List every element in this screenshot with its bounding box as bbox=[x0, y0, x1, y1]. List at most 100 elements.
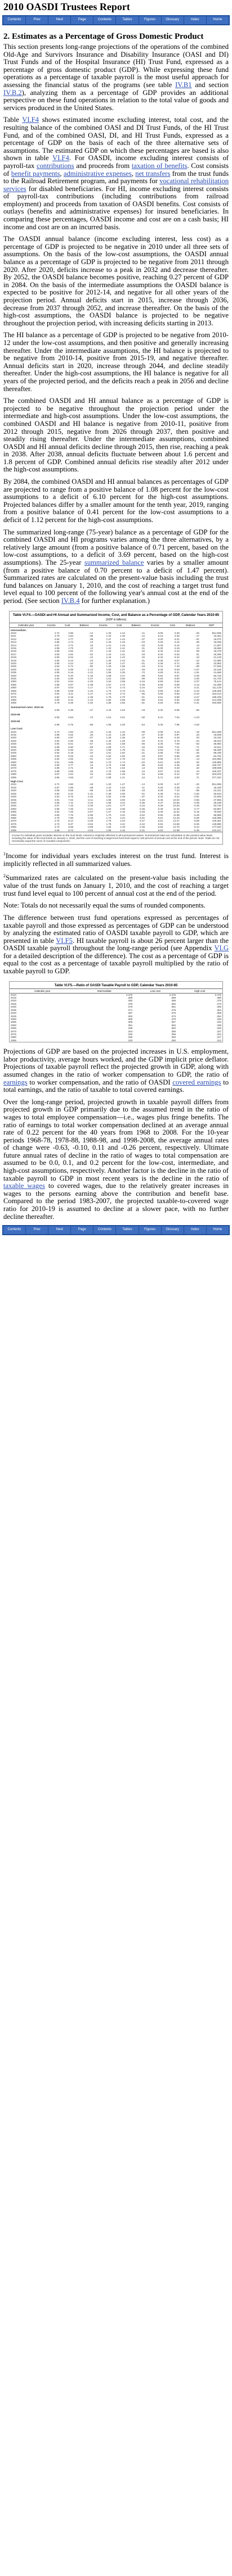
top-nav-item-6[interactable]: Figures bbox=[139, 16, 161, 24]
table-cell: 2.74 bbox=[120, 686, 125, 690]
table-cell: 12.88 bbox=[173, 828, 180, 832]
link-section-iv-b4[interactable]: IV.B.4 bbox=[61, 596, 80, 605]
bottom-nav-item-1[interactable]: Prev bbox=[26, 1226, 48, 1235]
table-cell: -.19 bbox=[140, 789, 145, 792]
table-cell: 1.82 bbox=[106, 773, 111, 776]
table-cell: -2.42 bbox=[139, 822, 145, 826]
link-covered-earnings[interactable]: covered earnings bbox=[172, 1078, 221, 1086]
table-cell: 4.91 bbox=[54, 795, 60, 799]
table-cell: 4.92 bbox=[54, 739, 60, 742]
bottom-nav-item-5[interactable]: Tables bbox=[116, 1226, 139, 1235]
link-table-vi-f4[interactable]: VI.F4 bbox=[22, 116, 39, 124]
table-cell: 2085 bbox=[11, 828, 17, 832]
table-row: 2035 .371 .378 .364 bbox=[10, 1009, 222, 1012]
bottom-nav-item-9[interactable]: Home bbox=[206, 1226, 229, 1235]
table-cell: 1.82 bbox=[106, 826, 111, 829]
table-cell: 16,072 bbox=[213, 637, 221, 641]
table-cell: .356 bbox=[171, 1032, 176, 1036]
table-cell: 4.89 bbox=[54, 789, 60, 792]
column-header: Cost bbox=[60, 622, 75, 628]
table-cell: 6.36 bbox=[158, 662, 163, 665]
link-vocational-rehabilitation[interactable]: vocational rehabilitation services bbox=[3, 177, 229, 193]
table-cell: 8.03 bbox=[175, 668, 180, 671]
table-cell: 7.02 bbox=[68, 798, 74, 801]
table-cell: .05 bbox=[141, 764, 145, 767]
table-cell: 199,008 bbox=[212, 767, 221, 770]
table-cell: 4.73 bbox=[68, 641, 74, 644]
top-nav-item-0[interactable]: Contents bbox=[3, 16, 26, 24]
table-cell: 2015 bbox=[11, 733, 17, 736]
table-section-row: Summarized rates: 2010-34 bbox=[10, 705, 222, 709]
table-cell: -3.64 bbox=[87, 822, 93, 826]
table-cell: 0.376 bbox=[169, 993, 176, 996]
link-table-vi-f5[interactable]: VI.F5 bbox=[56, 936, 73, 945]
top-nav-item-3[interactable]: Page bbox=[71, 16, 93, 24]
link-earnings[interactable]: earnings bbox=[3, 1078, 28, 1086]
top-nav-item-8[interactable]: Index bbox=[184, 16, 206, 24]
table-row: 2055 4.92 4.93 -.01 1.67 1.79 -.12 6.59 6.72 -.13… bbox=[10, 758, 222, 760]
table-cell: 1.79 bbox=[120, 749, 125, 751]
table-cell: -1.23 bbox=[193, 715, 199, 719]
link-section-iv-b2[interactable]: IV.B.2 bbox=[3, 88, 22, 97]
table-row: 2035 4.91 7.02 -2.11 1.55 3.00 -1.45 6.46 10.02 -… bbox=[10, 799, 222, 801]
top-nav-item-2[interactable]: Next bbox=[48, 16, 71, 24]
top-nav-item-1[interactable]: Prev bbox=[26, 16, 48, 24]
table-cell: 5.51 bbox=[68, 742, 74, 746]
top-nav-item-4[interactable]: Contents bbox=[93, 16, 116, 24]
table-cell: 2030 bbox=[11, 1005, 17, 1009]
table-cell: 241,939 bbox=[212, 698, 221, 701]
link-benefit-payments[interactable]: benefit payments bbox=[11, 169, 60, 178]
table-cell: 8.92 bbox=[175, 698, 180, 701]
link-taxation-of-benefits[interactable]: taxation of benefits bbox=[131, 161, 188, 170]
table-cell: 1.82 bbox=[106, 698, 111, 701]
table-cell: -6.35 bbox=[193, 828, 199, 832]
table-cell: .351 bbox=[127, 1023, 133, 1027]
table-cell: 111,128 bbox=[212, 686, 221, 690]
table-cell: 304,876 bbox=[212, 773, 221, 776]
bottom-nav-item-0[interactable]: Contents bbox=[3, 1226, 26, 1235]
link-table-iv-b1[interactable]: IV.B1 bbox=[175, 80, 192, 89]
table-cell: 41,668 bbox=[213, 671, 221, 674]
table-cell: 4.95 bbox=[68, 786, 74, 789]
link-taxable-wages[interactable]: taxable wages bbox=[3, 1182, 45, 1190]
table-row: 2075 .340 .356 .322 bbox=[10, 1033, 222, 1036]
bottom-nav-item-8[interactable]: Index bbox=[184, 1226, 206, 1235]
table-cell: 4.90 bbox=[54, 736, 60, 740]
footnote-2: 2Summarized rates are calculated on the … bbox=[3, 873, 229, 897]
top-nav-item-7[interactable]: Glossary bbox=[161, 16, 184, 24]
link-summarized-balance[interactable]: summarized balance bbox=[84, 559, 144, 566]
table-cell: -.96 bbox=[140, 692, 145, 696]
table-cell: 18,430 bbox=[213, 786, 221, 789]
table-row: 2030 4.94 6.06 -1.12 1.52 1.97 -.45 6.46 8.03 -1.… bbox=[10, 668, 222, 671]
table-vi-f4-title: Table VI.F4.—OASDI and HI Annual and Sum… bbox=[12, 613, 220, 617]
table-cell: 1.46 bbox=[120, 634, 125, 638]
bottom-nav-item-3[interactable]: Page bbox=[71, 1226, 93, 1235]
link-net-transfers[interactable]: net transfers bbox=[135, 169, 171, 178]
link-contributions[interactable]: contributions bbox=[37, 161, 74, 170]
table-cell: -2.23 bbox=[193, 692, 199, 696]
table-cell: 2065 bbox=[11, 1027, 17, 1030]
bottom-nav-item-4[interactable]: Contents bbox=[93, 1226, 116, 1235]
table-cell: 4.23 bbox=[120, 819, 125, 823]
bottom-nav-item-6[interactable]: Figures bbox=[139, 1226, 161, 1235]
link-table-vi-f4-2[interactable]: VI.F4 bbox=[52, 154, 69, 162]
table-row: 2080 4.87 4.64 .23 1.82 1.48 .34 6.69 6.12 .57 304… bbox=[10, 773, 222, 775]
bottom-nav-item-2[interactable]: Next bbox=[48, 1226, 71, 1235]
top-nav-item-9[interactable]: Home bbox=[206, 16, 229, 24]
table-cell: -1.31 bbox=[87, 792, 93, 795]
table-cell: .348 bbox=[216, 1017, 221, 1021]
link-administrative-expenses[interactable]: administrative expenses bbox=[63, 169, 132, 178]
table-cell: -.02 bbox=[88, 652, 93, 656]
link-appendix-vi-g[interactable]: VI.G bbox=[214, 944, 229, 953]
table-row: 2020 4.89 5.58 -.69 1.46 1.65 -.19 6.35 7.23 -.88… bbox=[10, 789, 222, 792]
column-header: Calendar year bbox=[10, 622, 43, 628]
table-cell: .09 bbox=[195, 641, 199, 644]
top-nav-item-5[interactable]: Tables bbox=[116, 16, 139, 24]
table-row: 2035 4.95 6.16 -1.21 1.55 2.25 -.70 6.50 8.41 -1.… bbox=[10, 671, 222, 674]
table-cell: .376 bbox=[171, 1012, 176, 1015]
bottom-nav-item-7[interactable]: Glossary bbox=[161, 1226, 184, 1235]
table-cell: -.22 bbox=[195, 659, 199, 662]
table-cell: 6.57 bbox=[158, 754, 163, 758]
table-cell: -.34 bbox=[88, 662, 93, 665]
table-row: 2040 4.94 6.10 -1.16 1.58 2.47 -.89 6.52 8.57 -2.… bbox=[10, 674, 222, 677]
